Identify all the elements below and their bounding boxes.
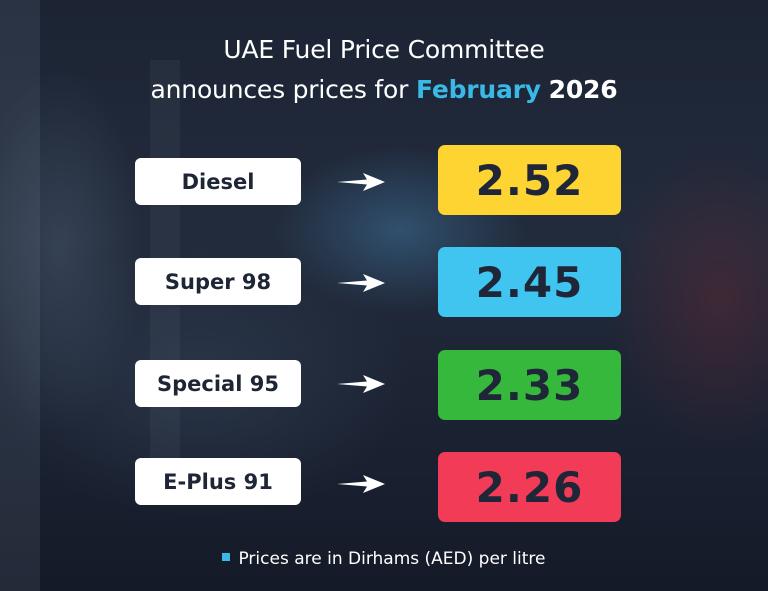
footnote: Prices are in Dirhams (AED) per litre [0,549,768,569]
arrow-right-icon [337,475,385,493]
price-value: 2.45 [438,247,621,317]
fuel-label: Diesel [135,158,301,205]
fuel-label: Super 98 [135,258,301,305]
title-month: February [415,75,541,104]
fuel-label: Special 95 [135,360,301,407]
page-title: UAE Fuel Price Committee announces price… [0,30,768,110]
price-value: 2.52 [438,145,621,215]
title-year: 2026 [548,75,618,104]
price-row-special-95: Special 95 2.33 [0,350,768,420]
square-bullet-icon [222,553,231,561]
title-prefix: announces prices for [150,75,409,104]
footnote-text: Prices are in Dirhams (AED) per litre [238,549,546,569]
price-row-diesel: Diesel 2.52 [0,145,768,215]
arrow-right-icon [337,274,385,292]
price-row-e-plus-91: E-Plus 91 2.26 [0,452,768,522]
price-value: 2.33 [438,350,621,420]
title-line-1: UAE Fuel Price Committee [223,35,545,64]
title-line-2: announces prices for February 2026 [0,70,768,110]
price-row-super-98: Super 98 2.45 [0,247,768,317]
arrow-right-icon [337,375,385,393]
arrow-right-icon [337,173,385,191]
fuel-label: E-Plus 91 [135,458,301,505]
price-value: 2.26 [438,452,621,522]
